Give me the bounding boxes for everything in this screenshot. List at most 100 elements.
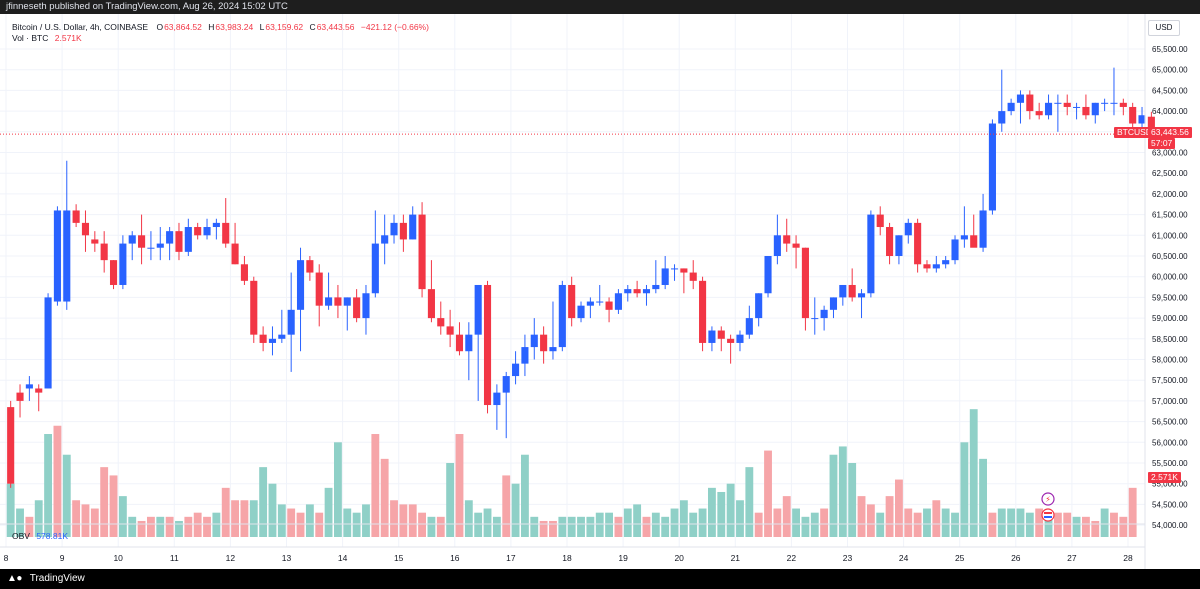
candle[interactable] — [91, 231, 99, 252]
candle[interactable] — [596, 284, 604, 306]
candle[interactable] — [119, 235, 127, 290]
candle[interactable] — [1091, 102, 1099, 124]
candle[interactable] — [362, 284, 370, 335]
candle[interactable] — [212, 218, 220, 240]
candle[interactable] — [1073, 102, 1081, 120]
candle[interactable] — [1035, 102, 1043, 120]
candle[interactable] — [1054, 94, 1062, 132]
candle[interactable] — [540, 326, 548, 364]
candle[interactable] — [156, 227, 164, 261]
candle[interactable] — [998, 69, 1006, 132]
candle[interactable] — [1007, 98, 1015, 116]
candle[interactable] — [558, 280, 566, 352]
candle[interactable] — [147, 231, 155, 261]
candle[interactable] — [970, 214, 978, 248]
candle[interactable] — [306, 256, 314, 281]
candle[interactable] — [914, 218, 922, 273]
candle[interactable] — [240, 256, 248, 285]
time-axis[interactable]: 8 9 10 11 12 13 14 15 16 17 18 19 20 21 22 23 24 25 26 27 28 — [4, 553, 1133, 563]
indicator-icons[interactable]: ⚡ — [1041, 492, 1055, 522]
candle[interactable] — [455, 322, 464, 356]
candle[interactable] — [736, 330, 744, 352]
candle[interactable] — [334, 284, 342, 319]
candle[interactable] — [848, 268, 856, 302]
candle[interactable] — [446, 309, 454, 348]
candle[interactable] — [72, 204, 80, 228]
candle[interactable] — [502, 371, 510, 439]
candle[interactable] — [857, 289, 866, 319]
candle[interactable] — [381, 214, 389, 265]
obv-legend[interactable]: OBV 578.81K — [12, 531, 68, 542]
candle[interactable] — [670, 264, 679, 281]
candle[interactable] — [250, 276, 258, 343]
candle[interactable] — [7, 400, 15, 488]
volume-legend[interactable]: Vol · BTC 2.571K — [12, 33, 82, 44]
candle[interactable] — [194, 222, 202, 240]
candle[interactable] — [493, 384, 501, 430]
candle[interactable] — [577, 301, 585, 323]
candle[interactable] — [343, 297, 351, 331]
candle[interactable] — [35, 384, 43, 412]
candle[interactable] — [801, 247, 809, 331]
candle[interactable] — [390, 214, 398, 244]
chart-area[interactable]: 65,500.0065,000.0064,500.0064,000.0063,5… — [0, 14, 1200, 569]
price-axis[interactable]: 65,500.0065,000.0064,500.0064,000.0063,5… — [1152, 45, 1188, 530]
candle[interactable] — [708, 326, 716, 352]
candle[interactable] — [371, 210, 379, 298]
candle[interactable] — [886, 222, 894, 265]
candle[interactable] — [530, 318, 538, 360]
candle[interactable] — [1110, 67, 1118, 116]
candle[interactable] — [483, 280, 492, 414]
candle[interactable] — [268, 326, 277, 356]
candle[interactable] — [184, 218, 192, 256]
candle[interactable] — [568, 276, 576, 327]
candle[interactable] — [811, 297, 819, 335]
candle[interactable] — [717, 326, 725, 352]
candle[interactable] — [1101, 98, 1109, 112]
candle[interactable] — [353, 289, 361, 323]
candle[interactable] — [820, 305, 828, 331]
candle[interactable] — [231, 222, 239, 265]
candle[interactable] — [512, 351, 520, 385]
candle[interactable] — [166, 227, 174, 261]
candle[interactable] — [465, 322, 473, 381]
candle[interactable] — [979, 193, 987, 252]
candle[interactable] — [409, 206, 417, 240]
candle[interactable] — [680, 268, 688, 294]
candle[interactable] — [942, 256, 950, 269]
candle[interactable] — [661, 256, 669, 290]
candle[interactable] — [128, 231, 136, 261]
candle[interactable] — [783, 218, 791, 252]
candle[interactable] — [960, 206, 968, 248]
currency-button[interactable]: USD — [1148, 20, 1180, 36]
candle[interactable] — [867, 210, 875, 298]
candle[interactable] — [222, 198, 230, 248]
candle[interactable] — [652, 260, 660, 294]
candle[interactable] — [521, 334, 529, 377]
candle[interactable] — [81, 210, 90, 252]
candle[interactable] — [755, 293, 763, 327]
candle[interactable] — [259, 326, 267, 352]
candle[interactable] — [614, 289, 622, 314]
candle[interactable] — [1026, 90, 1034, 120]
candle[interactable] — [399, 214, 407, 252]
candlestick-chart[interactable]: 65,500.0065,000.0064,500.0064,000.0063,5… — [0, 14, 1200, 569]
candle[interactable] — [642, 284, 651, 306]
candle[interactable] — [745, 305, 753, 339]
candle[interactable] — [44, 293, 52, 389]
symbol-legend[interactable]: Bitcoin / U.S. Dollar, 4h, COINBASE O63,… — [12, 22, 429, 33]
candle[interactable] — [175, 222, 183, 261]
candle[interactable] — [876, 206, 884, 236]
candle[interactable] — [315, 264, 323, 327]
candle[interactable] — [773, 214, 781, 265]
candle[interactable] — [689, 260, 697, 290]
candle[interactable] — [792, 235, 800, 269]
candle[interactable] — [1082, 94, 1090, 120]
candle[interactable] — [138, 214, 146, 265]
candle[interactable] — [1129, 102, 1137, 132]
candle[interactable] — [1016, 90, 1025, 124]
candle[interactable] — [923, 260, 931, 273]
candle[interactable] — [895, 235, 903, 265]
candle[interactable] — [278, 309, 286, 343]
candle[interactable] — [586, 297, 594, 319]
